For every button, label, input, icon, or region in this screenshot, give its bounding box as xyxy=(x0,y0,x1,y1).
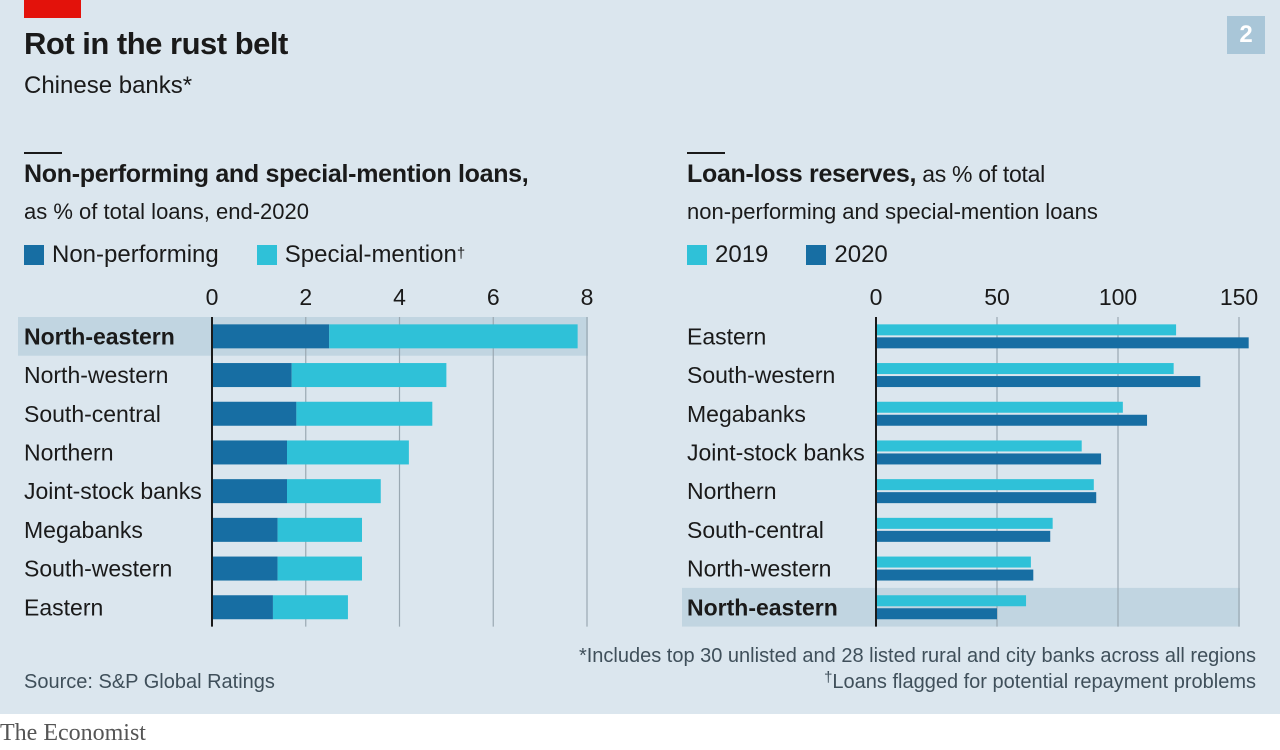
bar-special-mention-joint-stock-banks xyxy=(287,479,381,504)
footnote-scope: *Includes top 30 unlisted and 28 listed … xyxy=(578,645,1256,667)
category-label-south-western: South-western xyxy=(24,556,172,582)
legend-swatch-2020 xyxy=(806,245,827,265)
bar-2020-megabanks xyxy=(876,414,1148,426)
brand-red-tag xyxy=(24,0,81,18)
category-label-megabanks: Megabanks xyxy=(687,401,806,427)
legend-dagger-mark: † xyxy=(456,244,466,262)
chart-title: Rot in the rust belt xyxy=(24,26,288,61)
x-tick-label-2: 2 xyxy=(299,284,312,310)
x-tick-label-150: 150 xyxy=(1220,284,1258,310)
legend-label-2019: 2019 xyxy=(715,241,769,268)
bar-2019-north-western xyxy=(876,556,1031,568)
bar-special-mention-south-western xyxy=(277,556,362,581)
category-label-south-western: South-western xyxy=(687,362,835,388)
x-tick-label-8: 8 xyxy=(581,284,594,310)
category-label-eastern: Eastern xyxy=(687,323,766,349)
bar-2019-north-eastern xyxy=(876,595,1027,607)
bar-2020-south-western xyxy=(876,376,1201,388)
bar-2019-northern xyxy=(876,479,1094,491)
left-panel-rule xyxy=(24,152,62,154)
left-bar-chart: 0 2 4 6 8 North-eastern North-western South-cen… xyxy=(18,284,594,627)
bar-non-performing-joint-stock-banks xyxy=(212,479,287,504)
chart-subtitle: Chinese banks* xyxy=(24,72,193,99)
category-label-south-central: South-central xyxy=(687,517,824,543)
right-bar-chart: 0 50 100 150 Eastern South-western Megabanks Jo… xyxy=(682,284,1258,627)
legend-swatch-non-performing xyxy=(24,245,44,265)
bar-2019-joint-stock-banks xyxy=(876,440,1082,452)
bar-2020-joint-stock-banks xyxy=(876,453,1102,465)
right-panel-rule xyxy=(687,152,725,154)
bar-special-mention-northern xyxy=(287,440,409,465)
bar-2019-south-central xyxy=(876,517,1053,529)
right-panel-subtitle: non-performing and special-mention loans xyxy=(687,199,1098,224)
legend-label-special-mention: Special-mention xyxy=(284,241,457,268)
source-note: Source: S&P Global Ratings xyxy=(24,671,275,693)
bar-special-mention-megabanks xyxy=(277,517,362,542)
bar-2020-south-central xyxy=(876,530,1051,542)
bar-2020-north-western xyxy=(876,569,1034,581)
x-tick-label-6: 6 xyxy=(487,284,500,310)
bar-non-performing-north-eastern xyxy=(212,324,330,349)
right-panel-title-bold: Loan-loss reserves, xyxy=(687,160,917,188)
x-tick-label-4: 4 xyxy=(393,284,406,310)
right-panel-title-rest: as % of total xyxy=(916,161,1045,187)
bar-non-performing-north-western xyxy=(212,363,292,388)
left-panel-title: Non-performing and special-mention loans… xyxy=(24,160,529,188)
legend-item-2020: 2020 xyxy=(806,241,888,269)
right-legend: 2019 2020 xyxy=(687,241,926,269)
legend-swatch-special-mention xyxy=(256,245,277,265)
bar-2019-megabanks xyxy=(876,401,1123,413)
footnote-special-mention: †Loans flagged for potential repayment p… xyxy=(824,669,1256,694)
legend-item-non-performing: Non-performing xyxy=(24,241,219,269)
bar-special-mention-south-central xyxy=(296,401,433,426)
bar-2020-northern xyxy=(876,492,1097,504)
legend-item-special-mention: Special-mention † xyxy=(256,241,466,269)
category-label-north-western: North-western xyxy=(687,556,831,582)
bar-2019-south-western xyxy=(876,363,1174,375)
footnote-special-mention-text: Loans flagged for potential repayment pr… xyxy=(832,671,1256,693)
bar-non-performing-megabanks xyxy=(212,517,278,542)
legend-swatch-2019 xyxy=(687,245,707,265)
category-label-eastern: Eastern xyxy=(24,594,103,620)
x-tick-label-0: 0 xyxy=(206,284,219,310)
bar-special-mention-eastern xyxy=(272,595,348,620)
bar-2020-eastern xyxy=(876,337,1249,349)
bar-non-performing-northern xyxy=(212,440,287,465)
highlight-band-north-eastern xyxy=(682,587,1240,627)
x-tick-label-100: 100 xyxy=(1099,284,1137,310)
bar-non-performing-south-central xyxy=(212,401,297,426)
category-label-north-western: North-western xyxy=(24,362,168,388)
category-label-north-eastern: North-eastern xyxy=(687,594,838,620)
category-label-northern: Northern xyxy=(24,439,113,465)
bar-special-mention-north-western xyxy=(291,363,447,388)
category-label-north-eastern: North-eastern xyxy=(24,323,175,349)
category-label-northern: Northern xyxy=(687,478,776,504)
bar-2020-north-eastern xyxy=(876,608,997,620)
legend-label-non-performing: Non-performing xyxy=(52,241,219,268)
bar-2019-eastern xyxy=(876,324,1177,336)
brand-wordmark: The Economist xyxy=(0,720,146,746)
category-label-joint-stock-banks: Joint-stock banks xyxy=(24,478,202,504)
bar-special-mention-north-eastern xyxy=(329,324,578,349)
x-tick-label-0: 0 xyxy=(870,284,883,310)
category-label-joint-stock-banks: Joint-stock banks xyxy=(687,439,865,465)
category-label-south-central: South-central xyxy=(24,401,161,427)
chart-number-badge: 2 xyxy=(1227,16,1265,54)
legend-item-2019: 2019 xyxy=(687,241,768,269)
right-panel-title: Loan-loss reserves, as % of total xyxy=(687,160,1045,189)
left-panel-subtitle: as % of total loans, end-2020 xyxy=(24,199,309,224)
left-legend: Non-performing Special-mention † xyxy=(24,241,503,269)
category-label-megabanks: Megabanks xyxy=(24,517,143,543)
x-tick-label-50: 50 xyxy=(984,284,1010,310)
footnote-dagger-mark: † xyxy=(824,669,833,686)
legend-label-2020: 2020 xyxy=(834,241,888,268)
bar-non-performing-south-western xyxy=(212,556,278,581)
bar-non-performing-eastern xyxy=(212,595,273,620)
